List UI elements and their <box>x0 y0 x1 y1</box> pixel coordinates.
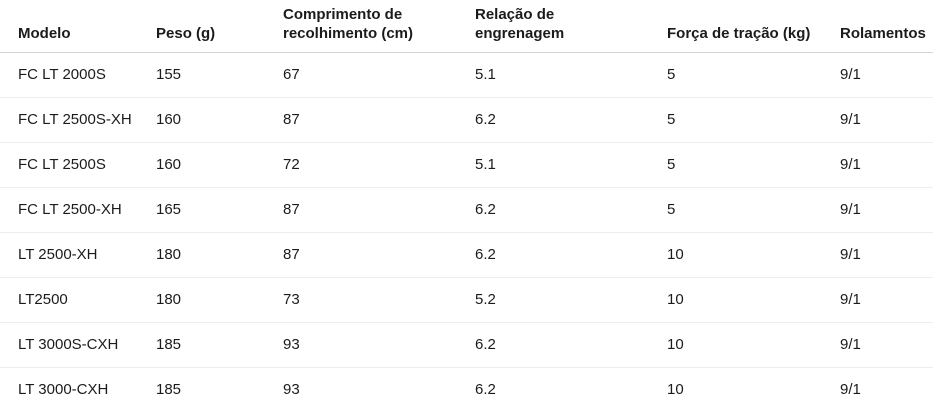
cell-rolamentos: 9/1 <box>840 52 933 98</box>
column-header-peso: Peso (g) <box>156 0 283 53</box>
cell-comprimento: 87 <box>283 97 475 143</box>
cell-forca: 10 <box>667 322 840 368</box>
cell-relacao: 6.2 <box>475 322 667 368</box>
cell-modelo: FC LT 2000S <box>0 52 156 98</box>
column-header-label: Rolamentos <box>840 24 926 42</box>
cell-comprimento: 72 <box>283 142 475 188</box>
cell-rolamentos: 9/1 <box>840 277 933 323</box>
cell-forca: 10 <box>667 277 840 323</box>
cell-peso: 185 <box>156 380 182 398</box>
cell-relacao: 6.2 <box>475 232 667 278</box>
cell-forca: 10 <box>667 380 684 398</box>
column-header-label: Peso (g) <box>156 24 216 42</box>
cell-comprimento: 87 <box>283 232 475 278</box>
table-row: FC LT 2000S 155 67 5.1 5 9/1 <box>0 52 933 98</box>
table-row: LT 2500-XH 180 87 6.2 10 9/1 <box>0 232 933 278</box>
cell-comprimento: 73 <box>283 277 475 323</box>
cell-peso: 165 <box>156 187 283 233</box>
cell-relacao: 5.2 <box>475 277 667 323</box>
table-row: LT2500 180 73 5.2 10 9/1 <box>0 277 933 323</box>
cell-rolamentos: 9/1 <box>840 380 861 398</box>
cell-modelo: LT2500 <box>0 277 156 323</box>
column-header-comprimento: Comprimento de recolhimento (cm) <box>283 0 475 53</box>
cell-modelo: FC LT 2500-XH <box>0 187 156 233</box>
column-header-label: Força de tração (kg) <box>667 24 811 42</box>
cell-peso: 185 <box>156 322 283 368</box>
cell-modelo: FC LT 2500S-XH <box>0 97 156 143</box>
cell-relacao: 6.2 <box>475 187 667 233</box>
column-header-rolamentos: Rolamentos <box>840 0 933 53</box>
column-header-label: Comprimento de recolhimento (cm) <box>283 6 414 42</box>
cell-relacao: 6.2 <box>475 380 496 398</box>
cell-rolamentos: 9/1 <box>840 97 933 143</box>
column-header-label: Relação de engrenagem <box>475 6 565 42</box>
cell-peso: 180 <box>156 277 283 323</box>
column-header-modelo: Modelo <box>0 0 156 53</box>
column-header-label: Modelo <box>18 24 71 42</box>
cell-rolamentos: 9/1 <box>840 232 933 278</box>
cell-forca: 5 <box>667 52 840 98</box>
table-row: FC LT 2500S-XH 160 87 6.2 5 9/1 <box>0 97 933 143</box>
cell-forca: 5 <box>667 187 840 233</box>
column-header-forca: Força de tração (kg) <box>667 0 840 53</box>
cell-comprimento: 93 <box>283 380 300 398</box>
cell-modelo: FC LT 2500S <box>0 142 156 188</box>
cell-peso: 160 <box>156 142 283 188</box>
table-row: FC LT 2500S 160 72 5.1 5 9/1 <box>0 142 933 188</box>
table-row: LT 3000-CXH 185 93 6.2 10 9/1 <box>0 367 933 406</box>
cell-modelo: LT 2500-XH <box>0 232 156 278</box>
cell-modelo: LT 3000-CXH <box>18 380 109 398</box>
cell-rolamentos: 9/1 <box>840 322 933 368</box>
cell-comprimento: 87 <box>283 187 475 233</box>
cell-comprimento: 67 <box>283 52 475 98</box>
cell-forca: 10 <box>667 232 840 278</box>
cell-rolamentos: 9/1 <box>840 187 933 233</box>
column-header-relacao: Relação de engrenagem <box>475 0 667 53</box>
cell-peso: 160 <box>156 97 283 143</box>
cell-modelo: LT 3000S-CXH <box>0 322 156 368</box>
table-row: LT 3000S-CXH 185 93 6.2 10 9/1 <box>0 322 933 368</box>
cell-forca: 5 <box>667 142 840 188</box>
header-row: Modelo Peso (g) Comprimento de recolhime… <box>0 0 933 53</box>
cell-peso: 180 <box>156 232 283 278</box>
cell-relacao: 5.1 <box>475 142 667 188</box>
table-row: FC LT 2500-XH 165 87 6.2 5 9/1 <box>0 187 933 233</box>
cell-relacao: 5.1 <box>475 52 667 98</box>
cell-comprimento: 93 <box>283 322 475 368</box>
cell-relacao: 6.2 <box>475 97 667 143</box>
cell-peso: 155 <box>156 52 283 98</box>
cell-rolamentos: 9/1 <box>840 142 933 188</box>
cell-forca: 5 <box>667 97 840 143</box>
